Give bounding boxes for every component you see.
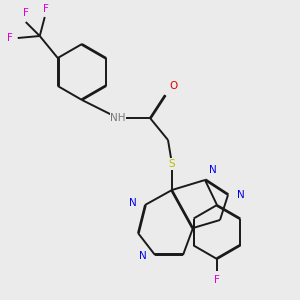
Text: F: F xyxy=(43,4,49,14)
Text: N: N xyxy=(237,190,245,200)
Text: N: N xyxy=(139,251,147,261)
Text: F: F xyxy=(23,8,29,18)
Text: NH: NH xyxy=(110,113,126,123)
Text: N: N xyxy=(209,165,217,175)
Text: F: F xyxy=(7,33,13,43)
Text: F: F xyxy=(214,275,220,285)
Text: O: O xyxy=(169,81,177,91)
Text: N: N xyxy=(129,198,137,208)
Text: S: S xyxy=(169,159,175,169)
